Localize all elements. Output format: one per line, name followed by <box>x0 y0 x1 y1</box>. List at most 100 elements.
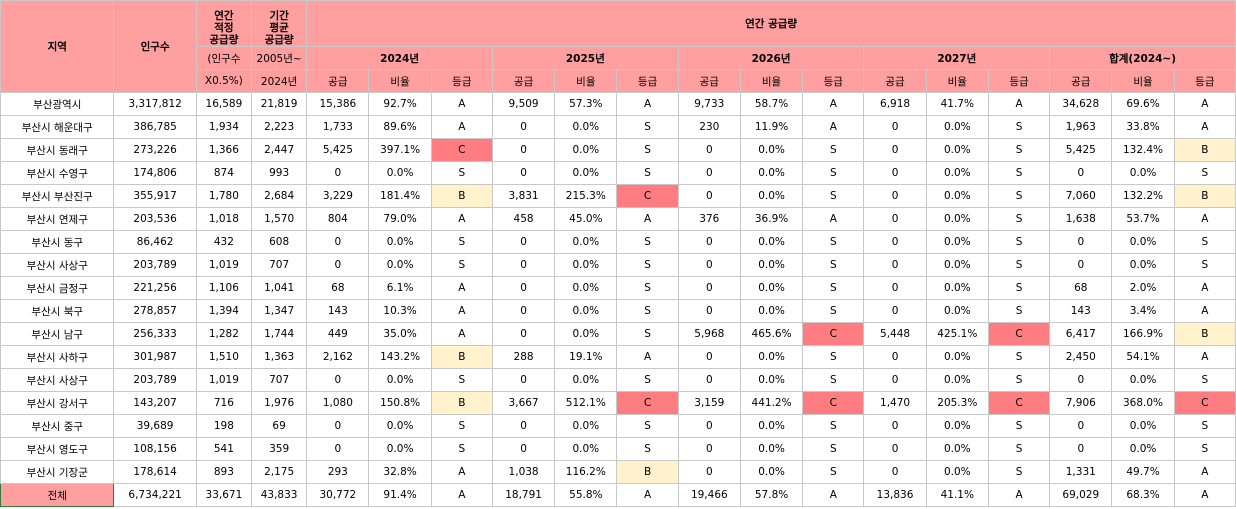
header-cell: 공급 <box>677 69 741 93</box>
data-cell: S <box>802 161 865 185</box>
data-cell: 0.0% <box>739 253 804 277</box>
data-cell: 386,785 <box>113 115 197 139</box>
data-cell: 0 <box>491 230 556 254</box>
data-cell: S <box>616 322 679 346</box>
data-cell: 89.6% <box>368 115 432 139</box>
data-cell: A <box>1173 276 1236 300</box>
data-cell: A <box>1173 345 1236 369</box>
table-header: 지역 인구수 연간 적정 공급량 기간 평균 공급량 연간 공급량 (인구수 2… <box>0 0 1236 93</box>
data-cell: 0 <box>863 368 927 392</box>
region-cell: 부산광역시 <box>0 92 115 116</box>
data-cell: 1,019 <box>195 368 253 392</box>
header-cell: 합계(2024~) <box>1049 46 1236 70</box>
table-row: 부산시 연제구 203,536 1,018 1,570 804 79.0% A 458 45.0… <box>0 207 1236 231</box>
data-cell: 0.0% <box>925 161 989 185</box>
data-cell: 5,448 <box>863 322 927 346</box>
data-cell: 0 <box>677 230 741 254</box>
data-cell: S <box>802 345 865 369</box>
data-cell: 143 <box>306 299 370 323</box>
data-cell: 0 <box>863 345 927 369</box>
data-cell: C <box>430 138 493 162</box>
data-cell: S <box>430 230 493 254</box>
data-cell: 2,162 <box>306 345 370 369</box>
data-cell: 19,466 <box>677 483 741 507</box>
data-cell: S <box>987 437 1051 461</box>
data-cell: S <box>616 437 679 461</box>
data-cell: S <box>987 138 1051 162</box>
header-cell: 2027년 <box>863 46 1051 70</box>
table-row: 부산시 해운대구 386,785 1,934 2,223 1,733 89.6% A 0 0.0… <box>0 115 1236 139</box>
data-cell: 1,976 <box>250 391 308 415</box>
table-row: 부산시 사상구 203,789 1,019 707 0 0.0% S 0 0.0% S 0 0.0% S… <box>0 368 1236 392</box>
data-cell: S <box>987 253 1051 277</box>
data-cell: 1,019 <box>195 253 253 277</box>
region-cell: 부산시 기장군 <box>0 460 115 484</box>
data-cell: 0.0% <box>925 184 989 208</box>
data-cell: 0.0% <box>368 437 432 461</box>
data-cell: 0.0% <box>554 437 618 461</box>
data-cell: 41.1% <box>925 483 989 507</box>
data-cell: 0.0% <box>1111 161 1175 185</box>
data-cell: 57.8% <box>739 483 804 507</box>
data-cell: S <box>802 276 865 300</box>
header-cell: 등급 <box>616 69 679 93</box>
data-cell: 0 <box>677 276 741 300</box>
data-cell: S <box>616 276 679 300</box>
header-row: X0.5%) 2024년 공급 비율 등급 공급 비율 등급 공급 비율 등급 공급 비율 등급 공급 비… <box>1 69 1236 93</box>
data-cell: S <box>616 115 679 139</box>
data-cell: 449 <box>306 322 370 346</box>
data-cell: S <box>987 368 1051 392</box>
data-cell: 9,733 <box>677 92 741 116</box>
data-cell: A <box>1173 483 1236 507</box>
header-cell: 등급 <box>987 69 1051 93</box>
data-cell: C <box>802 391 865 415</box>
header-cell: 연간 공급량 <box>306 0 1236 47</box>
data-cell: 7,906 <box>1049 391 1113 415</box>
data-cell: 301,987 <box>113 345 197 369</box>
data-cell: 198 <box>195 414 253 438</box>
data-cell: 0 <box>1049 161 1113 185</box>
table-row: 부산광역시 3,317,812 16,589 21,819 15,386 92.7% A 9,… <box>0 92 1236 116</box>
data-cell: 116.2% <box>554 460 618 484</box>
data-cell: 2,447 <box>250 138 308 162</box>
data-cell: 68.3% <box>1111 483 1175 507</box>
data-cell: 7,060 <box>1049 184 1113 208</box>
region-cell: 부산시 사상구 <box>0 253 115 277</box>
region-cell: 부산시 북구 <box>0 299 115 323</box>
data-cell: A <box>1173 115 1236 139</box>
data-cell: B <box>1173 322 1236 346</box>
header-cell: 공급 <box>491 69 556 93</box>
data-cell: 6,918 <box>863 92 927 116</box>
data-cell: S <box>430 437 493 461</box>
data-cell: A <box>802 207 865 231</box>
data-cell: S <box>616 299 679 323</box>
data-cell: 3,831 <box>491 184 556 208</box>
data-cell: 608 <box>250 230 308 254</box>
data-cell: 5,425 <box>1049 138 1113 162</box>
data-cell: 1,080 <box>306 391 370 415</box>
data-cell: 0.0% <box>739 345 804 369</box>
data-cell: 425.1% <box>925 322 989 346</box>
table-row: 부산시 강서구 143,207 716 1,976 1,080 150.8% B 3,667 5… <box>0 391 1236 415</box>
data-cell: 9,509 <box>491 92 556 116</box>
data-cell: 0 <box>863 115 927 139</box>
data-cell: 143 <box>1049 299 1113 323</box>
data-cell: A <box>987 483 1051 507</box>
data-cell: A <box>1173 207 1236 231</box>
data-cell: 21,819 <box>250 92 308 116</box>
header-cell: 2024년 <box>250 69 308 93</box>
data-cell: 0.0% <box>554 253 618 277</box>
data-cell: 5,968 <box>677 322 741 346</box>
data-cell: 0.0% <box>739 437 804 461</box>
header-cell: 인구수 <box>113 0 197 93</box>
header-cell: 등급 <box>802 69 865 93</box>
data-cell: 0.0% <box>554 230 618 254</box>
data-cell: 0.0% <box>368 253 432 277</box>
data-cell: 68 <box>306 276 370 300</box>
data-cell: 541 <box>195 437 253 461</box>
data-cell: 1,570 <box>250 207 308 231</box>
table-row: 전체 6,734,221 33,671 43,833 30,772 91.4% A 18,79… <box>0 483 1236 507</box>
data-cell: 49.7% <box>1111 460 1175 484</box>
data-cell: 0 <box>863 161 927 185</box>
data-cell: 3,229 <box>306 184 370 208</box>
